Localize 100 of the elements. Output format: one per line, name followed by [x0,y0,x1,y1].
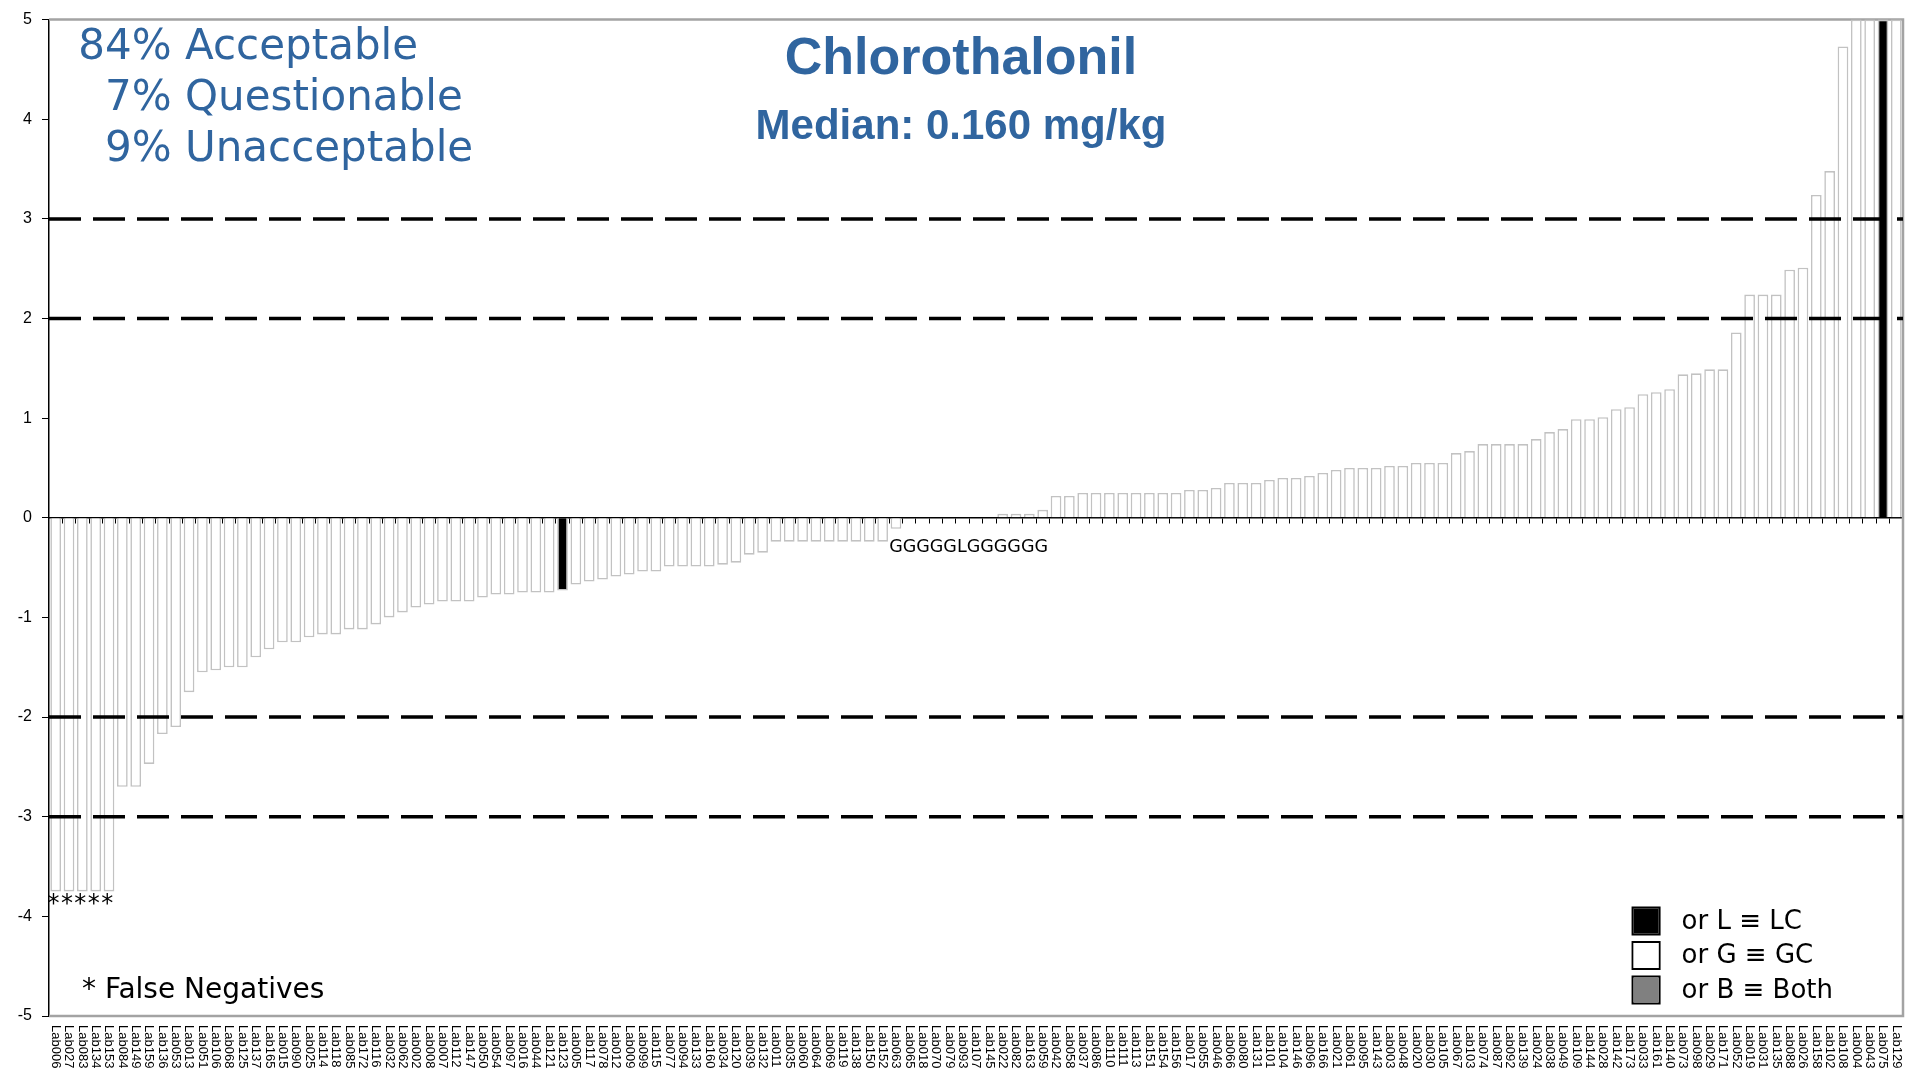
x-tick-label: Lab020 [1409,1025,1425,1069]
x-tick-label: Lab062 [395,1025,411,1069]
x-tick-label: Lab074 [1476,1025,1492,1069]
x-tick-label: Lab151 [1142,1025,1158,1069]
x-tick-label: Lab044 [529,1025,545,1069]
y-tick-label: 4 [23,109,33,127]
legend-label: or G ≡ GC [1681,939,1814,970]
x-tick-label: Lab123 [555,1025,571,1069]
x-tick-label: Lab140 [1663,1025,1678,1069]
x-tick-label: Lab012 [609,1025,625,1069]
x-tick-label: Lab006 [49,1025,65,1069]
x-tick-label: Lab034 [716,1025,731,1069]
x-tick-label: Lab121 [542,1025,558,1069]
x-tick-label: Lab156 [1169,1025,1185,1069]
x-tick-label: Lab085 [342,1025,358,1069]
x-tick-label: Lab025 [302,1025,318,1069]
x-tick-label: Lab103 [1462,1025,1478,1069]
x-tick-label: Lab043 [1863,1025,1879,1069]
x-tick-label: Lab173 [1622,1025,1638,1069]
x-tick-label: Lab159 [142,1025,158,1069]
x-tick-label: Lab152 [876,1025,892,1069]
annotation: 9% Unacceptable [105,121,474,171]
x-tick-label: Lab143 [1369,1025,1385,1069]
x-tick-label: Lab112 [449,1025,465,1068]
x-tick-label: Lab065 [902,1025,918,1069]
y-tick-label: 2 [23,308,33,326]
x-tick-label: Lab107 [969,1025,985,1069]
x-tick-label: Lab077 [662,1025,678,1069]
x-tick-label: Lab118 [329,1025,345,1068]
x-tick-label: Lab054 [489,1025,505,1069]
x-tick-label: Lab136 [155,1025,171,1069]
x-tick-label: Lab144 [1582,1025,1598,1069]
x-tick-label: Lab080 [1236,1025,1252,1069]
x-tick-label: Lab007 [435,1025,451,1069]
x-tick-label: Lab111 [1116,1025,1132,1067]
x-tick-label: Lab098 [1689,1025,1705,1069]
annotation: * False Negatives [82,972,325,1006]
x-tick-label: Lab093 [956,1025,972,1069]
x-tick-label: Lab066 [1222,1025,1238,1069]
x-tick-label: Lab129 [1889,1025,1905,1069]
x-tick-label: Lab052 [1729,1025,1745,1069]
x-tick-label: Lab064 [809,1025,825,1069]
y-tick-label: -3 [17,807,33,825]
x-tick-label: Lab131 [1249,1025,1265,1069]
x-tick-label: Lab135 [1769,1025,1785,1069]
x-tick-label: Lab073 [1676,1025,1692,1069]
x-tick-label: Lab092 [1502,1025,1518,1069]
x-tick-label: Lab028 [1596,1025,1612,1069]
x-tick-label: Lab142 [1609,1025,1625,1069]
x-tick-label: Lab029 [1703,1025,1719,1069]
x-tick-label: Lab101 [1262,1025,1278,1069]
x-tick-label: Lab035 [782,1025,798,1069]
x-tick-label: Lab110 [1102,1025,1118,1068]
x-tick-label: Lab005 [569,1025,585,1069]
x-tick-label: Lab031 [1756,1025,1772,1069]
annotation: 84% Acceptable [78,19,419,69]
x-tick-label: Lab166 [1316,1025,1332,1069]
text: Median: 0.160 mg/kg [755,101,1167,149]
x-tick-label: Lab109 [1569,1025,1585,1069]
x-tick-label: Lab068 [222,1025,238,1069]
x-tick-label: Lab049 [1556,1025,1572,1069]
x-tick-label: Lab146 [1289,1025,1305,1069]
x-tick-label: Lab032 [382,1025,398,1069]
x-tick-label: Lab138 [849,1025,865,1069]
x-tick-label: Lab059 [1036,1025,1052,1069]
x-tick-label: Lab172 [355,1025,371,1069]
x-tick-label: Lab055 [1196,1025,1212,1069]
annotation: 7% Questionable [105,70,463,120]
x-tick-label: Lab003 [1382,1025,1398,1069]
x-tick-label: Lab132 [756,1025,772,1069]
x-tick-label: Lab039 [742,1025,758,1069]
x-tick-label: Lab042 [1049,1025,1065,1069]
x-tick-label: Lab171 [1716,1025,1732,1069]
x-tick-label: Lab149 [129,1025,145,1069]
x-tick-label: Lab030 [1422,1025,1438,1069]
x-tick-label: Lab147 [462,1025,478,1069]
x-tick-label: Lab094 [675,1025,691,1069]
x-tick-label: Lab105 [1436,1025,1452,1069]
y-tick-label: 1 [23,408,33,426]
x-tick-label: Lab119 [836,1025,852,1068]
x-tick-label: Lab011 [769,1025,785,1068]
x-tick-label: Lab050 [475,1025,491,1069]
x-tick-label: Lab008 [422,1025,438,1069]
x-tick-label: Lab021 [1329,1025,1345,1069]
x-tick-label: Lab134 [89,1025,105,1069]
x-tick-label: Lab063 [889,1025,905,1069]
y-tick-label: 3 [23,209,33,227]
x-tick-label: Lab165 [262,1025,278,1069]
x-tick-label: Lab015 [275,1025,291,1069]
x-tick-label: Lab084 [115,1025,131,1069]
x-tick-label: Lab069 [822,1025,838,1069]
x-tick-label: Lab088 [1783,1025,1799,1069]
x-tick-label: Lab082 [1009,1025,1025,1069]
y-tick-label: -4 [17,906,33,924]
x-tick-label: Lab024 [1529,1025,1545,1069]
x-tick-label: Lab075 [1876,1025,1892,1069]
y-tick-label: -2 [17,707,33,725]
y-tick-label: -1 [17,607,33,625]
x-tick-label: Lab099 [635,1025,651,1069]
x-tick-label: Lab161 [1649,1025,1665,1069]
